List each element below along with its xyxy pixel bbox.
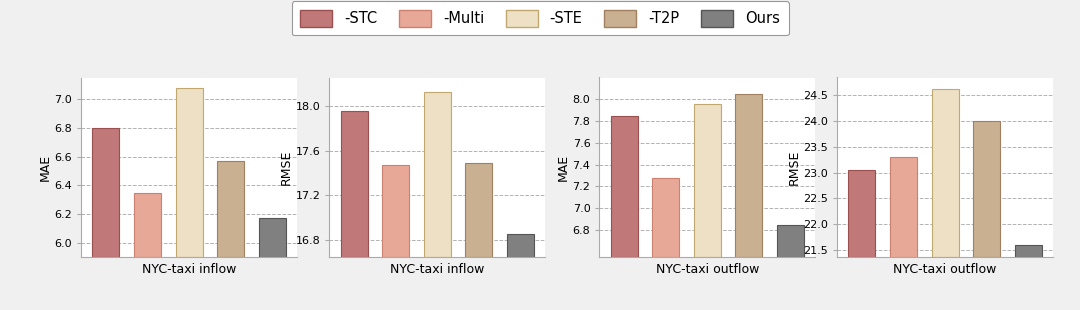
Bar: [134, 193, 161, 257]
Bar: [652, 178, 679, 257]
Y-axis label: RMSE: RMSE: [787, 150, 800, 185]
X-axis label: NYC-taxi inflow: NYC-taxi inflow: [141, 263, 237, 276]
Y-axis label: RMSE: RMSE: [280, 150, 293, 185]
Bar: [93, 128, 120, 257]
Bar: [1014, 246, 1041, 257]
Legend: -STC, -Multi, -STE, -T2P, Ours: -STC, -Multi, -STE, -T2P, Ours: [292, 1, 788, 35]
Bar: [382, 165, 409, 257]
Bar: [611, 116, 638, 257]
Y-axis label: MAE: MAE: [556, 154, 570, 181]
X-axis label: NYC-taxi inflow: NYC-taxi inflow: [390, 263, 485, 276]
Bar: [507, 234, 534, 257]
Bar: [777, 225, 804, 257]
Bar: [217, 161, 244, 257]
Bar: [973, 121, 1000, 257]
Bar: [931, 89, 959, 257]
Bar: [849, 170, 876, 257]
Bar: [258, 219, 285, 257]
X-axis label: NYC-taxi outflow: NYC-taxi outflow: [893, 263, 997, 276]
Bar: [890, 157, 917, 257]
Bar: [694, 104, 721, 257]
Bar: [735, 94, 762, 257]
Y-axis label: MAE: MAE: [39, 154, 52, 181]
X-axis label: NYC-taxi outflow: NYC-taxi outflow: [656, 263, 759, 276]
Bar: [341, 111, 368, 257]
Bar: [423, 92, 451, 257]
Bar: [465, 163, 492, 257]
Bar: [176, 87, 203, 257]
